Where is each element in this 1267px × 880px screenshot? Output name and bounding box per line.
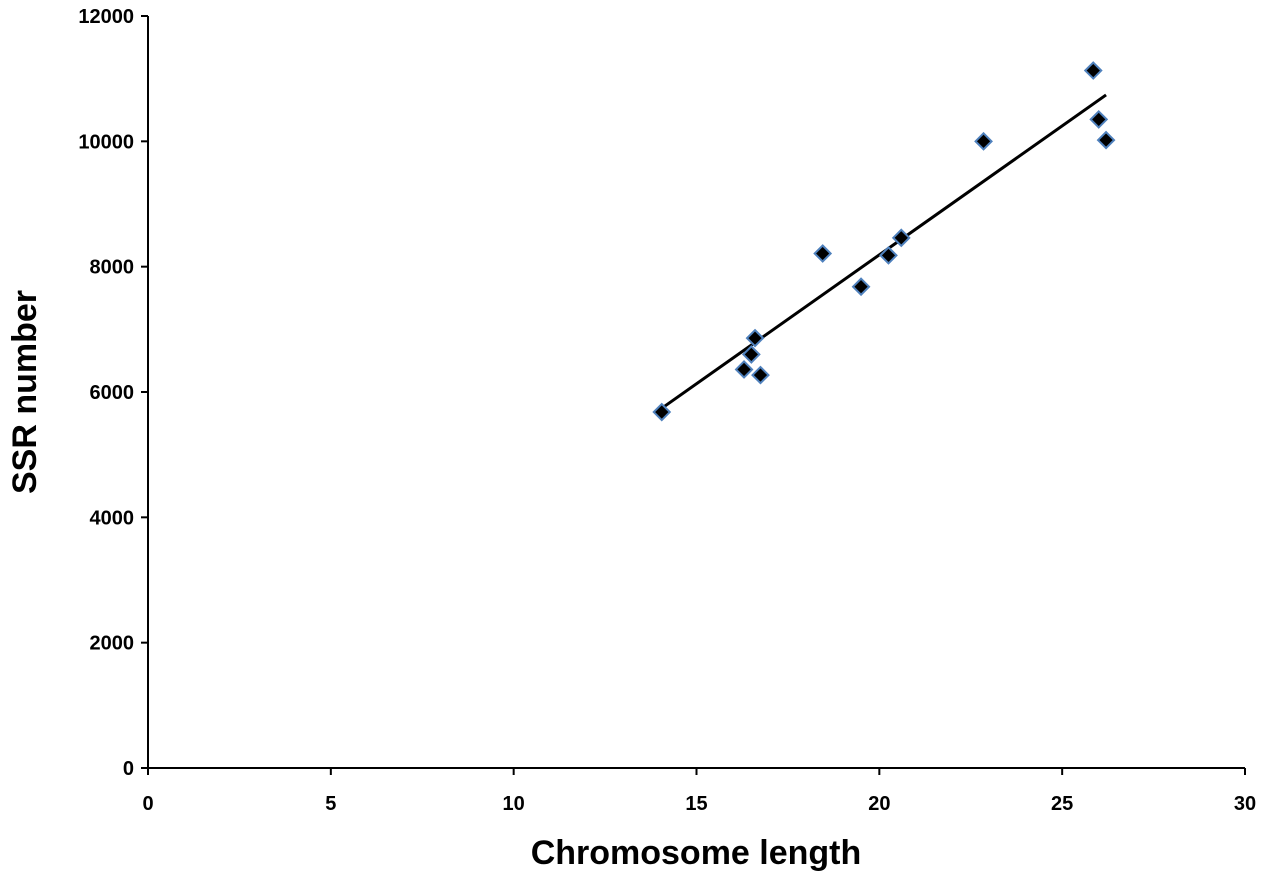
x-tick-label: 0 [142, 793, 153, 815]
x-tick-label: 20 [868, 793, 890, 815]
data-points [652, 61, 1116, 422]
data-point-diamond [751, 365, 770, 385]
y-tick-label: 6000 [90, 382, 135, 404]
x-tick-label: 30 [1234, 793, 1256, 815]
x-tick-label: 10 [503, 793, 525, 815]
y-tick-label: 8000 [90, 257, 135, 279]
data-point-diamond [1083, 61, 1103, 80]
x-axis-ticks: 0 5 10 15 20 25 30 [142, 768, 1256, 815]
y-axis-title: SSR number [6, 290, 44, 494]
data-point-diamond [652, 402, 672, 422]
y-axis-ticks: 0 2000 4000 6000 8000 10000 12000 [78, 6, 148, 780]
y-tick-label: 4000 [90, 507, 135, 529]
y-tick-label: 2000 [90, 633, 135, 655]
data-point-diamond [734, 360, 754, 379]
axes [147, 16, 1245, 769]
x-tick-label: 25 [1051, 793, 1073, 815]
data-point-diamond [813, 244, 833, 263]
data-point-diamond [745, 328, 765, 348]
data-point-diamond [879, 245, 898, 265]
data-point-diamond [1096, 130, 1116, 150]
x-tick-label: 5 [325, 793, 336, 815]
y-tick-label: 12000 [78, 6, 134, 28]
data-point-diamond [891, 228, 911, 248]
y-tick-label: 0 [123, 758, 134, 780]
data-point-diamond [1089, 109, 1109, 129]
data-point-diamond [974, 131, 993, 151]
y-tick-label: 10000 [78, 131, 134, 153]
x-axis-title: Chromosome length [531, 834, 862, 872]
data-point-diamond [851, 277, 871, 297]
data-point-diamond [741, 344, 761, 364]
x-tick-label: 15 [685, 793, 707, 815]
